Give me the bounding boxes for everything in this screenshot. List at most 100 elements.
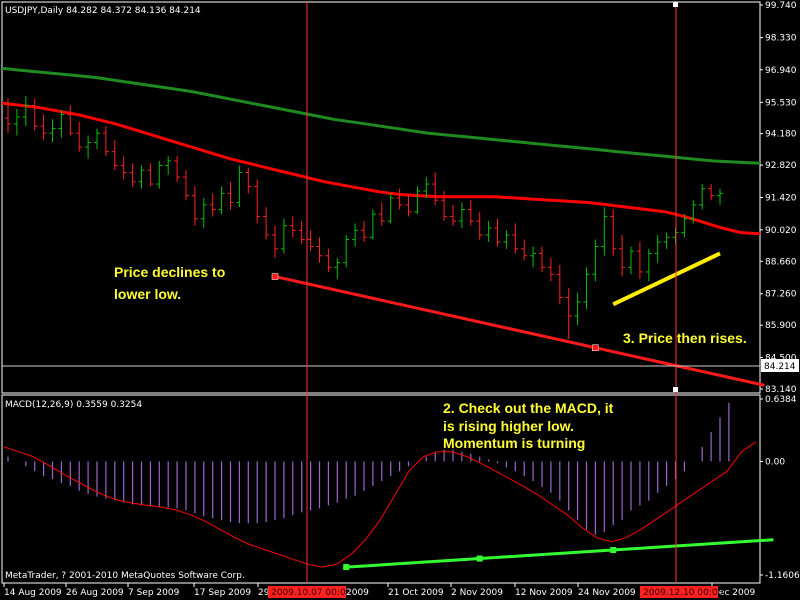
price-bar [494, 218, 501, 247]
price-axis-label: 90.020 [765, 226, 797, 236]
price-axis-label: 83.140 [765, 385, 797, 395]
price-bar [218, 186, 225, 215]
cursor-handle-bottom[interactable] [673, 387, 678, 392]
price-trendline-handle[interactable] [271, 273, 279, 280]
price-bar [690, 200, 697, 224]
macd-trendline-handle[interactable] [610, 546, 617, 553]
price-bar [138, 165, 145, 189]
price-bar [49, 119, 56, 143]
annotation-price-decline-line2: lower low. [114, 286, 181, 302]
price-bar [663, 232, 670, 249]
price-bar [298, 221, 305, 245]
cursor-date-label-bg [640, 586, 718, 598]
macd-trendline-handle[interactable] [343, 564, 350, 571]
price-bar [414, 186, 421, 215]
price-bar [387, 193, 394, 224]
current-price-tag: 84.214 [761, 359, 799, 372]
price-bar [628, 246, 634, 275]
macd-axis-label: -1.1606 [765, 571, 800, 581]
macd-trendline-path[interactable] [346, 538, 774, 569]
price-bar [503, 230, 510, 249]
time-axis[interactable]: 14 Aug 2009 26 Aug 2009 7 Sep 2009 17 Sep 2… [3, 583, 755, 598]
price-panel[interactable]: USDJPY,Daily 84.282 84.372 84.136 84.214 [1, 1, 765, 394]
price-bar [681, 214, 688, 238]
price-axis-label: 94.180 [765, 130, 797, 140]
price-bar [441, 190, 448, 222]
cursor-date-label-bg [268, 586, 346, 598]
time-axis-label-tail: 2009 [346, 588, 369, 598]
cursor-handle-top[interactable] [673, 2, 678, 7]
price-axis-label: 98.330 [765, 34, 797, 44]
price-bar [423, 177, 430, 198]
price-bar [245, 167, 252, 194]
price-bar [307, 230, 314, 252]
price-rise-line[interactable] [612, 251, 721, 307]
price-bar [289, 216, 296, 238]
macd-header: MACD(12,26,9) 0.3559 0.3254 [5, 400, 142, 410]
annotation-macd-note-line1: 2. Check out the MACD, it [443, 400, 614, 416]
price-bar [22, 96, 29, 127]
price-bar [467, 200, 474, 226]
price-bar [592, 239, 599, 282]
price-bar [450, 204, 456, 226]
price-bar [636, 241, 643, 279]
copyright-text: MetaTrader, ? 2001-2010 MetaQuotes Softw… [5, 571, 245, 581]
price-bar [67, 105, 74, 136]
price-bar [76, 121, 83, 152]
current-price-value: 84.214 [764, 362, 796, 372]
price-bar [40, 114, 47, 141]
time-axis-label: 21 Oct 2009 [388, 588, 444, 598]
time-axis-label: 24 Nov 2009 [578, 588, 636, 598]
macd-panel-border [1, 394, 761, 584]
price-bar [619, 234, 626, 277]
price-bar [396, 188, 403, 210]
price-bars [5, 96, 723, 340]
price-bar [583, 267, 590, 309]
price-bar [547, 258, 554, 282]
price-bar [165, 156, 172, 175]
time-axis-label: Dec 2009 [712, 588, 755, 598]
price-axis[interactable]: 99.740 98.330 96.940 95.530 94.180 92.820 91.4… [760, 1, 797, 395]
ma-slow-path [1, 66, 761, 165]
time-axis-label: 26 Aug 2009 [66, 588, 124, 598]
price-axis-label: 95.530 [765, 98, 797, 108]
price-bar [5, 98, 11, 134]
price-bar [512, 223, 519, 254]
price-bar [236, 165, 243, 208]
price-bar [325, 248, 332, 272]
price-axis-label: 84.500 [765, 354, 797, 364]
price-bar [147, 163, 154, 187]
current-price-tag-bg [761, 359, 799, 372]
price-bar [530, 246, 537, 268]
time-axis-label: 12 Nov 2009 [515, 588, 573, 598]
annotation-price-decline-line1: Price declines to [114, 264, 225, 280]
price-bar [58, 110, 65, 138]
price-trendline-handle[interactable] [592, 344, 599, 351]
time-axis-label: 14 Aug 2009 [4, 588, 62, 598]
time-axis-label: 29 [258, 588, 270, 598]
price-bar [574, 292, 581, 326]
price-bar [539, 246, 545, 272]
price-bar [654, 234, 661, 263]
price-trendline[interactable] [274, 275, 765, 387]
price-trendlines[interactable] [271, 251, 765, 387]
price-bar [272, 225, 278, 259]
macd-axis[interactable]: 0.6384 0.00 -1.1606 [760, 395, 800, 581]
price-bar [227, 181, 234, 210]
price-bar [476, 211, 483, 240]
macd-signal-line [3, 441, 757, 568]
macd-panel[interactable]: MACD(12,26,9) 0.3559 0.3254 MetaTrader, … [1, 394, 774, 584]
macd-trendline[interactable] [343, 538, 774, 571]
price-bar [485, 221, 492, 242]
price-bar [85, 135, 92, 159]
macd-axis-label: 0.6384 [765, 395, 797, 405]
macd-trendline-handle[interactable] [476, 555, 483, 562]
price-bar [361, 221, 367, 242]
time-axis-label: 17 Sep 2009 [194, 588, 251, 598]
time-axis-label: 2 Nov 2009 [451, 588, 503, 598]
price-bar [610, 209, 617, 256]
price-bar [352, 223, 359, 247]
price-bar [432, 172, 439, 205]
price-bar [31, 98, 38, 131]
